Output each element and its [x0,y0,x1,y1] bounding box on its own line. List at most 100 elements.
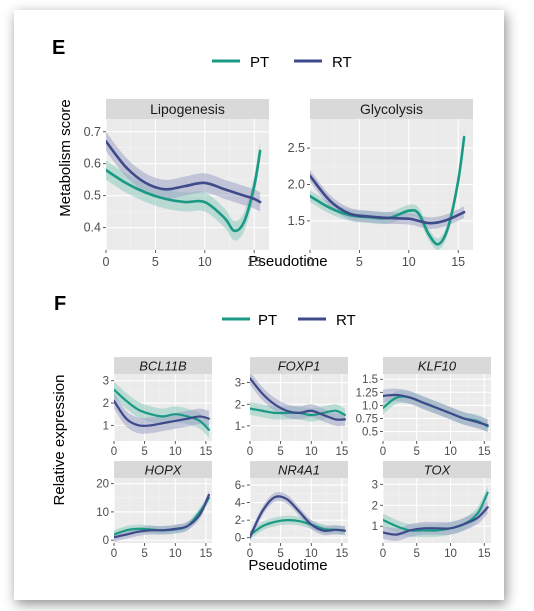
series-line-pt [383,491,489,532]
series-line-rt [250,495,347,538]
confidence-band-rt [383,388,488,432]
y-tick-label: 6- [235,480,245,492]
x-tick-label: 15 [335,446,348,458]
facet-title: NR4A1 [278,463,320,478]
series-layer [114,490,211,542]
section-label-f: F [54,293,66,315]
series-layer [383,388,489,433]
x-tick-label: 15 [478,446,491,458]
series-layer [383,486,489,541]
x-tick-label: 0 [380,548,386,560]
legend-f: PT RT [222,312,356,329]
y-tick-label: 3- [235,378,245,390]
legend-rt-label: RT [332,54,352,71]
facet-title: FOXP1 [278,359,321,374]
legend-e: PT RT [212,54,352,71]
x-tick-label: 15 [451,255,465,269]
facet-title: TOX [424,463,452,478]
series-layer [250,374,347,427]
facet-title: Lipogenesis [150,101,225,117]
y-tick-label: 1 [103,420,109,432]
series-layer [106,131,262,241]
series-line-rt [310,174,466,225]
series-line-pt [310,135,466,246]
y-tick-label: 1 [372,521,378,533]
x-tick-label: 10 [169,446,182,458]
y-tick-label: 0.75 [356,413,378,425]
x-tick-label: 5 [141,446,147,458]
facet-title: Glycolysis [360,101,423,117]
y-tick-label: 2- [235,399,245,411]
y-tick-label: 0.7 [84,125,101,139]
x-tick-label: 10 [169,548,182,560]
x-tick-label: 15 [247,255,261,269]
y-tick-label: 0- [235,533,245,545]
x-tick-label: 10 [444,548,457,560]
y-tick-label: 1.25 [356,387,378,399]
facet-title: BCL11B [139,359,187,374]
x-tick-label: 5 [152,255,159,269]
series-line-rt [383,506,489,536]
y-tick-label: 3 [103,376,109,388]
x-tick-label: 0 [247,548,253,560]
facet-klf10: KLF10 0 5 10 15 0.5 0.751.01.251.5 [356,357,491,458]
x-tick-label: 15 [199,548,212,560]
x-tick-label: 0 [103,255,110,269]
facet-lipogenesis: Lipogenesis 0 5 10 15 0.4 0.5 0.6 0.7 [84,99,269,269]
x-tick-label: 5 [277,548,283,560]
x-tick-label: 10 [305,548,318,560]
x-tick-label: 5 [141,548,147,560]
facet-title: HOPX [145,463,183,478]
facet-glycolysis: Glycolysis 0 5 10 15 1.5 2.0 2.5 [288,99,473,269]
x-tick-label: 15 [199,446,212,458]
facet-strip [106,99,269,119]
y-tick-label: 2 [372,500,378,512]
y-tick-label: 0.5 [362,427,378,439]
y-tick-label: 1.0 [362,400,378,412]
x-tick-label: 10 [402,255,416,269]
facet-strip [114,461,212,478]
facet-strip [383,461,491,478]
y-tick-label: 4- [235,498,245,510]
series-line-rt [114,493,211,539]
confidence-band-pt [310,131,465,250]
facet-bcl11b: BCL11B 0 5 10 15 1 2 3 [103,357,212,458]
facet-nr4a1: NR4A1 0 5 10 15 0- 2- 4- 6- [235,461,348,560]
y-tick-label: 2.5 [288,141,305,155]
x-tick-label: 10 [198,255,212,269]
facet-tox: TOX 0 5 10 15 1 2 3 [372,461,491,560]
y-tick-label: 1- [235,421,245,433]
series-layer [250,491,347,542]
series-line-rt [114,399,211,428]
y-axis-title-f: Relative expression [51,375,68,506]
facet-title: KLF10 [418,359,457,374]
x-tick-label: 5 [356,255,363,269]
series-line-rt [106,140,262,204]
confidence-band-rt [114,392,209,434]
x-tick-label: 10 [305,446,318,458]
x-tick-label: 0 [307,255,314,269]
x-tick-label: 5 [277,446,283,458]
legend-rt-label: RT [336,312,356,329]
y-tick-label: 2- [235,515,245,527]
x-tick-label: 0 [380,446,386,458]
legend-pt-label: PT [258,312,277,329]
confidence-band-pt [114,381,209,438]
x-axis-title-e: Pseudotime [248,253,327,270]
y-tick-label: 20 [96,479,109,491]
x-tick-label: 0 [247,446,253,458]
facet-hopx: HOPX 0 5 10 15 0 10 20 [96,461,212,560]
x-tick-label: 0 [111,446,117,458]
x-tick-label: 15 [335,548,348,560]
x-tick-label: 15 [478,548,491,560]
y-tick-label: 1.5 [288,214,305,228]
y-tick-label: 2 [103,398,109,410]
y-tick-label: 2.0 [288,178,305,192]
y-tick-label: 3 [372,479,378,491]
series-layer [310,131,466,250]
series-line-pt [114,388,211,431]
facet-strip [250,461,348,478]
